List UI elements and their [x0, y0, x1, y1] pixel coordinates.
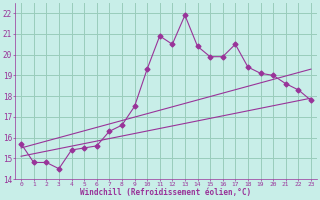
- X-axis label: Windchill (Refroidissement éolien,°C): Windchill (Refroidissement éolien,°C): [80, 188, 252, 197]
